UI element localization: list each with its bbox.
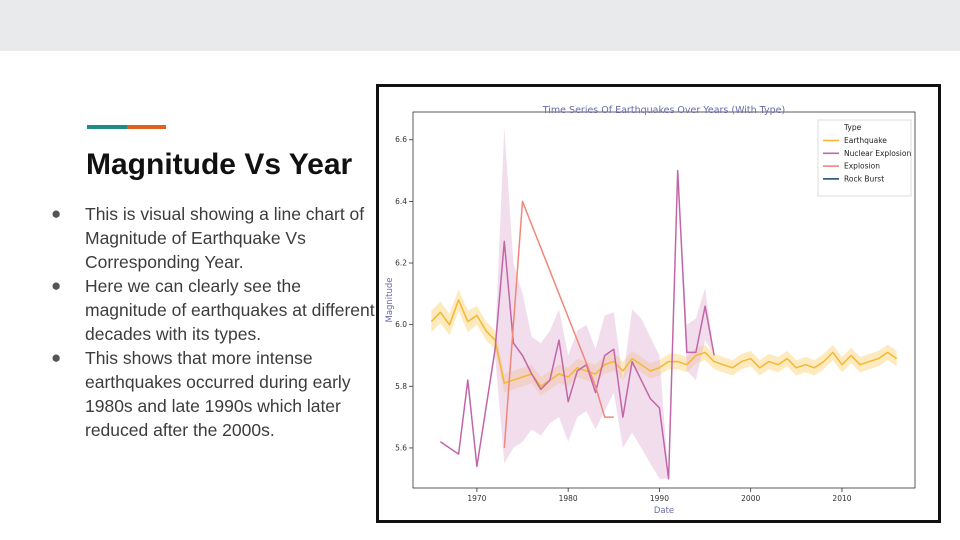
- x-tick-label: 2010: [832, 494, 851, 503]
- magnitude-line-chart: Time Series Of Earthquakes Over Years (W…: [385, 105, 916, 516]
- bullet-dot-icon: ●: [51, 204, 62, 223]
- y-tick-label: 5.6: [395, 443, 407, 452]
- y-tick-label: 5.8: [395, 382, 407, 391]
- series-confidence-band: [431, 289, 897, 396]
- slide-top-bar: [0, 0, 960, 51]
- bullet-item: ● Here we can clearly see the magnitude o…: [48, 274, 378, 346]
- bullet-list: ● This is visual showing a line chart of …: [48, 202, 378, 442]
- chart-frame: Time Series Of Earthquakes Over Years (W…: [376, 84, 941, 523]
- legend-label: Rock Burst: [844, 174, 884, 183]
- slide-title: Magnitude Vs Year: [86, 148, 353, 181]
- y-tick-label: 6.0: [395, 320, 407, 329]
- y-tick-label: 6.2: [395, 259, 407, 268]
- legend-title: Type: [843, 123, 862, 132]
- title-accent-orange: [127, 125, 166, 129]
- bullet-text: This is visual showing a line chart of M…: [85, 204, 365, 272]
- y-axis-label: Magnitude: [385, 277, 395, 322]
- x-tick-label: 1980: [559, 494, 578, 503]
- series-line: [503, 200, 614, 448]
- bullet-item: ● This shows that more intense earthquake…: [48, 346, 378, 442]
- x-tick-label: 1990: [650, 494, 669, 503]
- legend-label: Explosion: [844, 162, 880, 171]
- bullet-dot-icon: ●: [51, 276, 62, 295]
- bullet-dot-icon: ●: [51, 348, 62, 367]
- bullet-item: ● This is visual showing a line chart of …: [48, 202, 378, 274]
- bullet-text: Here we can clearly see the magnitude of…: [85, 276, 375, 344]
- legend-label: Nuclear Explosion: [844, 149, 911, 158]
- legend-box: [817, 119, 912, 197]
- y-tick-label: 6.4: [395, 197, 407, 206]
- x-tick-label: 2000: [741, 494, 760, 503]
- title-accent-teal: [87, 125, 127, 129]
- legend-label: Earthquake: [844, 136, 887, 145]
- chart-title: Time Series Of Earthquakes Over Years (W…: [542, 105, 785, 116]
- x-tick-label: 1970: [467, 494, 486, 503]
- x-axis-label: Date: [654, 506, 674, 516]
- y-tick-label: 6.6: [395, 135, 407, 144]
- bullet-text: This shows that more intense earthquakes…: [85, 348, 351, 440]
